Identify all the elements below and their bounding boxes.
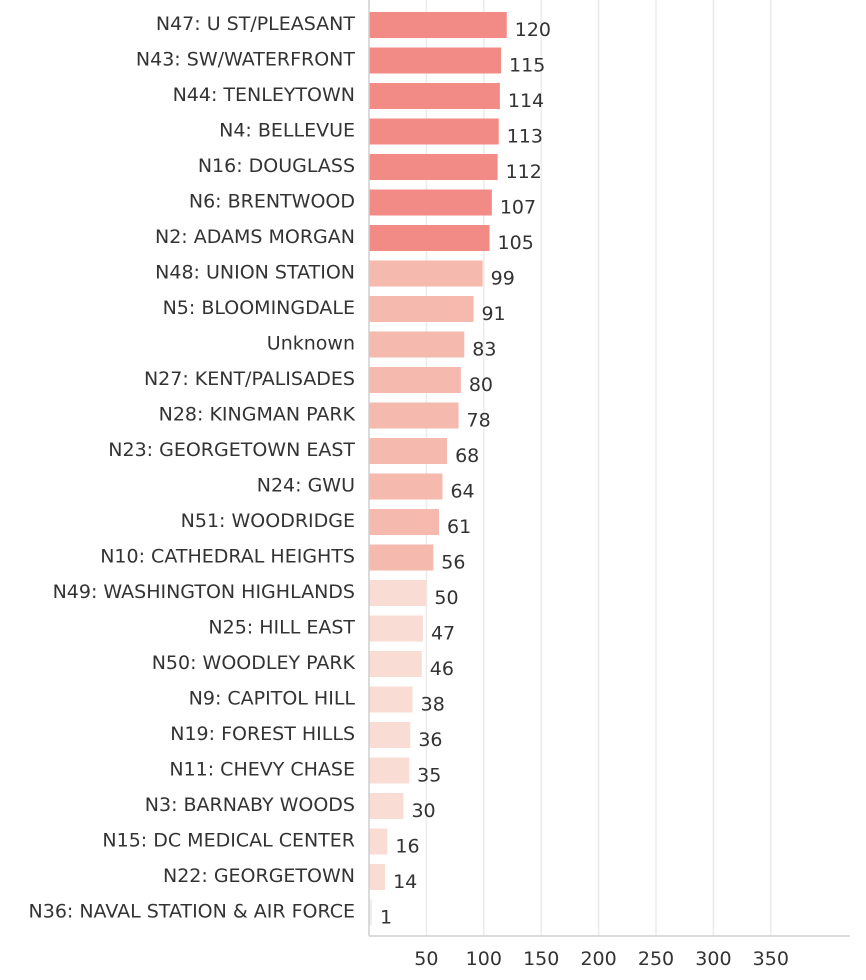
- bar[interactable]: [369, 225, 490, 251]
- x-tick-label: 100: [466, 948, 502, 970]
- bar[interactable]: [369, 651, 422, 677]
- value-label: 99: [491, 268, 515, 290]
- value-label: 105: [498, 232, 534, 254]
- bar[interactable]: [369, 580, 427, 606]
- axis-layer: 50 100 150 200 250 300 350: [368, 0, 850, 970]
- bar[interactable]: [369, 509, 440, 535]
- value-label: 38: [421, 694, 445, 716]
- category-label: N49: WASHINGTON HIGHLANDS: [53, 581, 355, 603]
- value-label: 56: [441, 552, 465, 574]
- bar[interactable]: [369, 615, 423, 642]
- value-label: 64: [450, 481, 474, 503]
- category-label: N25: HILL EAST: [208, 617, 355, 639]
- bar[interactable]: [369, 899, 372, 926]
- category-label: N50: WOODLEY PARK: [152, 652, 356, 674]
- value-label: 115: [509, 55, 545, 77]
- x-tick-label: 350: [753, 948, 789, 970]
- x-tick-label: 200: [580, 948, 616, 970]
- value-label: 36: [418, 729, 442, 751]
- category-label: N6: BRENTWOOD: [189, 191, 355, 213]
- x-tick-label: 250: [638, 948, 674, 970]
- value-label: 91: [481, 303, 505, 325]
- category-label: N4: BELLEVUE: [219, 120, 355, 142]
- bar[interactable]: [369, 438, 448, 464]
- category-label: N15: DC MEDICAL CENTER: [102, 830, 355, 852]
- bar[interactable]: [369, 83, 500, 109]
- bar[interactable]: [369, 544, 434, 571]
- value-label: 107: [500, 197, 536, 219]
- x-tick-label: 50: [414, 948, 438, 970]
- value-label: 78: [467, 410, 491, 432]
- value-label: 68: [455, 445, 479, 467]
- bar-layer: [369, 12, 507, 926]
- bar[interactable]: [369, 864, 386, 890]
- category-label: N23: GEORGETOWN EAST: [108, 439, 355, 461]
- bar[interactable]: [369, 828, 388, 855]
- category-label: N9: CAPITOL HILL: [189, 688, 356, 710]
- category-label: N2: ADAMS MORGAN: [155, 226, 355, 248]
- category-label: N27: KENT/PALISADES: [144, 368, 355, 390]
- value-label: 83: [472, 339, 496, 361]
- category-label: N24: GWU: [257, 475, 355, 497]
- category-label: N19: FOREST HILLS: [170, 723, 355, 745]
- bar[interactable]: [369, 722, 411, 748]
- bar[interactable]: [369, 402, 459, 429]
- category-label: N3: BARNABY WOODS: [145, 794, 355, 816]
- value-label: 46: [430, 658, 454, 680]
- category-label: N10: CATHEDRAL HEIGHTS: [100, 546, 355, 568]
- category-label: N22: GEORGETOWN: [163, 865, 355, 887]
- value-label: 14: [393, 871, 417, 893]
- bar[interactable]: [369, 189, 492, 216]
- value-label: 112: [506, 161, 542, 183]
- bar[interactable]: [369, 118, 499, 145]
- category-label: N16: DOUGLASS: [198, 155, 355, 177]
- bar[interactable]: [369, 686, 413, 713]
- category-label: N11: CHEVY CHASE: [169, 759, 355, 781]
- value-label: 61: [447, 516, 471, 538]
- bar[interactable]: [369, 154, 498, 180]
- bar[interactable]: [369, 367, 461, 393]
- value-label: 30: [411, 800, 435, 822]
- bar[interactable]: [369, 296, 474, 322]
- category-label: N51: WOODRIDGE: [181, 510, 355, 532]
- value-label: 120: [515, 19, 551, 41]
- value-label: 113: [507, 126, 543, 148]
- category-label: N5: BLOOMINGDALE: [163, 297, 355, 319]
- bar[interactable]: [369, 473, 443, 500]
- bar[interactable]: [369, 47, 502, 74]
- value-label: 114: [508, 90, 544, 112]
- category-label: N36: NAVAL STATION & AIR FORCE: [29, 901, 355, 923]
- x-tick-label: 150: [523, 948, 559, 970]
- category-label: N28: KINGMAN PARK: [159, 404, 356, 426]
- category-label: Unknown: [267, 333, 355, 355]
- value-label: 50: [434, 587, 458, 609]
- bar[interactable]: [369, 260, 483, 287]
- value-label: 35: [417, 765, 441, 787]
- label-layer: N47: U ST/PLEASANT 120 N43: SW/WATERFRONT 1…: [29, 13, 552, 929]
- category-label: N43: SW/WATERFRONT: [136, 49, 355, 71]
- value-label: 47: [431, 623, 455, 645]
- value-label: 80: [469, 374, 493, 396]
- value-label: 1: [380, 907, 392, 929]
- bar[interactable]: [369, 12, 507, 38]
- value-label: 16: [395, 836, 419, 858]
- bar[interactable]: [369, 331, 465, 358]
- x-tick-label: 300: [695, 948, 731, 970]
- bar[interactable]: [369, 757, 410, 784]
- category-label: N47: U ST/PLEASANT: [156, 13, 356, 35]
- bar[interactable]: [369, 793, 404, 819]
- category-label: N48: UNION STATION: [155, 262, 355, 284]
- category-label: N44: TENLEYTOWN: [173, 84, 355, 106]
